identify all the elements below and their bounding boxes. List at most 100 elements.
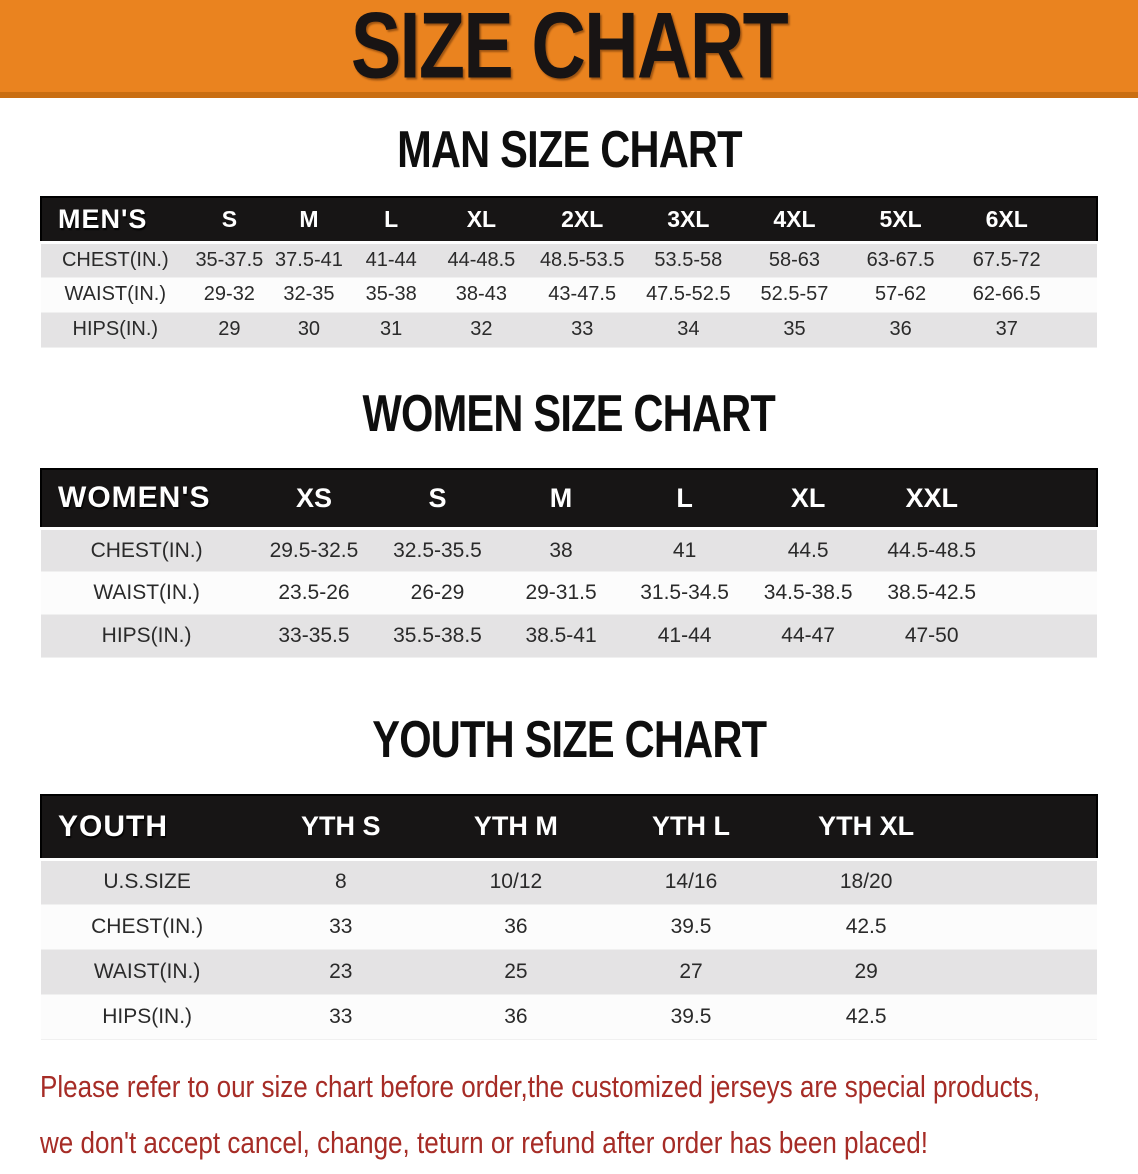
table-filler-cell bbox=[953, 904, 1097, 950]
table-filler-cell bbox=[993, 571, 1097, 615]
table-filler-cell bbox=[953, 859, 1097, 905]
size-value-cell: 42.5 bbox=[778, 904, 954, 950]
table-filler-cell bbox=[1059, 196, 1099, 244]
measurement-row-label: CHEST(IN.) bbox=[41, 242, 190, 278]
size-value-cell: 38 bbox=[499, 528, 623, 572]
size-value-cell: 41 bbox=[622, 528, 747, 572]
size-column-header: 2XL bbox=[529, 196, 636, 244]
women-size-section: WOMEN SIZE CHART WOMEN'S XS S M L XL XXL CHEST(… bbox=[0, 384, 1138, 658]
size-value-cell: 35.5-38.5 bbox=[375, 614, 500, 658]
disclaimer-line-1-text: Please refer to our size chart before or… bbox=[40, 1068, 1041, 1104]
size-value-cell: 33 bbox=[253, 994, 429, 1040]
size-value-cell: 34 bbox=[635, 312, 742, 348]
size-value-cell: 63-67.5 bbox=[847, 242, 954, 278]
men-section-heading-text: MAN SIZE CHART bbox=[396, 121, 742, 179]
size-value-cell: 38-43 bbox=[433, 277, 530, 313]
size-value-cell: 32.5-35.5 bbox=[375, 528, 500, 572]
size-value-cell: 29-31.5 bbox=[499, 571, 623, 615]
size-value-cell: 67.5-72 bbox=[953, 242, 1060, 278]
size-value-cell: 35 bbox=[741, 312, 848, 348]
measurement-row-label: HIPS(IN.) bbox=[41, 994, 254, 1040]
size-value-cell: 23 bbox=[253, 949, 429, 995]
size-value-cell: 8 bbox=[253, 859, 429, 905]
size-column-header: S bbox=[189, 196, 270, 244]
size-value-cell: 41-44 bbox=[348, 242, 434, 278]
table-filler-cell bbox=[953, 794, 1099, 861]
size-value-cell: 25 bbox=[428, 949, 604, 995]
table-filler-cell bbox=[993, 614, 1097, 658]
size-value-cell: 34.5-38.5 bbox=[746, 571, 870, 615]
measurement-row-label: WAIST(IN.) bbox=[41, 277, 190, 313]
table-row: HIPS(IN.) 33-35.5 35.5-38.5 38.5-41 41-44 44-… bbox=[41, 614, 1097, 658]
youth-size-section: YOUTH SIZE CHART YOUTH YTH S YTH M YTH L YTH… bbox=[0, 714, 1138, 1040]
youth-section-heading: YOUTH SIZE CHART bbox=[0, 714, 1138, 766]
size-value-cell: 26-29 bbox=[375, 571, 500, 615]
table-row: CHEST(IN.) 35-37.5 37.5-41 41-44 44-48.5 48.5… bbox=[41, 242, 1097, 278]
table-filler-cell bbox=[993, 467, 1098, 530]
men-size-table: MEN'S S M L XL 2XL 3XL 4XL 5XL 6XL CHEST(IN.) 35-37… bbox=[40, 196, 1099, 348]
table-row: CHEST(IN.) 33 36 39.5 42.5 bbox=[41, 904, 1097, 950]
table-row: WAIST(IN.) 23.5-26 26-29 29-31.5 31.5-34.5 34… bbox=[41, 571, 1097, 615]
size-value-cell: 27 bbox=[603, 949, 779, 995]
size-column-header: 5XL bbox=[847, 196, 954, 244]
size-value-cell: 36 bbox=[428, 994, 604, 1040]
size-value-cell: 36 bbox=[428, 904, 604, 950]
content: MAN SIZE CHART MEN'S S M L XL 2XL 3XL 4XL 5XL 6XL… bbox=[0, 124, 1138, 1040]
table-filler-cell bbox=[953, 994, 1097, 1040]
men-size-section: MAN SIZE CHART MEN'S S M L XL 2XL 3XL 4XL 5XL 6XL… bbox=[0, 124, 1138, 348]
table-filler-cell bbox=[1059, 242, 1097, 278]
table-row: U.S.SIZE 8 10/12 14/16 18/20 bbox=[41, 859, 1097, 905]
size-value-cell: 14/16 bbox=[603, 859, 779, 905]
size-value-cell: 37 bbox=[953, 312, 1060, 348]
table-row: HIPS(IN.) 29 30 31 32 33 34 35 36 37 bbox=[41, 312, 1097, 348]
size-value-cell: 38.5-41 bbox=[499, 614, 623, 658]
size-value-cell: 38.5-42.5 bbox=[869, 571, 994, 615]
size-value-cell: 42.5 bbox=[778, 994, 954, 1040]
youth-size-table: YOUTH YTH S YTH M YTH L YTH XL U.S.SIZE 8 10/12… bbox=[39, 794, 1099, 1040]
size-value-cell: 23.5-26 bbox=[252, 571, 376, 615]
size-value-cell: 52.5-57 bbox=[741, 277, 848, 313]
table-filler-cell bbox=[1059, 277, 1097, 313]
size-column-header: 6XL bbox=[953, 196, 1060, 244]
page-title: SIZE CHART bbox=[350, 0, 789, 99]
size-column-header: YTH L bbox=[603, 794, 779, 861]
table-row: WAIST(IN.) 29-32 32-35 35-38 38-43 43-47.5 47.… bbox=[41, 277, 1097, 313]
size-value-cell: 47.5-52.5 bbox=[635, 277, 742, 313]
table-row: HIPS(IN.) 33 36 39.5 42.5 bbox=[41, 994, 1097, 1040]
size-value-cell: 31.5-34.5 bbox=[622, 571, 747, 615]
table-group-label: WOMEN'S bbox=[39, 467, 253, 530]
size-column-header: XL bbox=[746, 467, 870, 530]
size-value-cell: 44.5-48.5 bbox=[869, 528, 994, 572]
size-value-cell: 44.5 bbox=[746, 528, 870, 572]
measurement-row-label: HIPS(IN.) bbox=[41, 312, 190, 348]
size-value-cell: 41-44 bbox=[622, 614, 747, 658]
disclaimer-line: we don't accept cancel, change, teturn o… bbox=[40, 1118, 1138, 1174]
size-column-header: L bbox=[348, 196, 434, 244]
size-value-cell: 29 bbox=[189, 312, 270, 348]
women-section-heading-text: WOMEN SIZE CHART bbox=[362, 384, 776, 443]
size-column-header: YTH M bbox=[428, 794, 604, 861]
measurement-row-label: WAIST(IN.) bbox=[41, 571, 253, 615]
women-size-table: WOMEN'S XS S M L XL XXL CHEST(IN.) 29.5-32.5 32.5… bbox=[39, 467, 1098, 658]
size-value-cell: 44-47 bbox=[746, 614, 870, 658]
size-column-header: 3XL bbox=[635, 196, 742, 244]
size-value-cell: 33 bbox=[253, 904, 429, 950]
size-column-header: YTH XL bbox=[778, 794, 954, 861]
size-value-cell: 48.5-53.5 bbox=[529, 242, 636, 278]
size-value-cell: 57-62 bbox=[847, 277, 954, 313]
size-value-cell: 47-50 bbox=[869, 614, 994, 658]
size-value-cell: 62-66.5 bbox=[953, 277, 1060, 313]
size-value-cell: 29.5-32.5 bbox=[252, 528, 376, 572]
size-value-cell: 29 bbox=[778, 949, 954, 995]
size-value-cell: 29-32 bbox=[189, 277, 270, 313]
measurement-row-label: HIPS(IN.) bbox=[41, 614, 253, 658]
size-value-cell: 31 bbox=[348, 312, 434, 348]
size-value-cell: 32 bbox=[433, 312, 530, 348]
size-value-cell: 37.5-41 bbox=[269, 242, 349, 278]
disclaimer-line: Please refer to our size chart before or… bbox=[40, 1062, 1138, 1118]
size-column-header: M bbox=[269, 196, 349, 244]
measurement-row-label: CHEST(IN.) bbox=[41, 904, 254, 950]
size-value-cell: 18/20 bbox=[778, 859, 954, 905]
table-group-label: YOUTH bbox=[39, 794, 254, 861]
